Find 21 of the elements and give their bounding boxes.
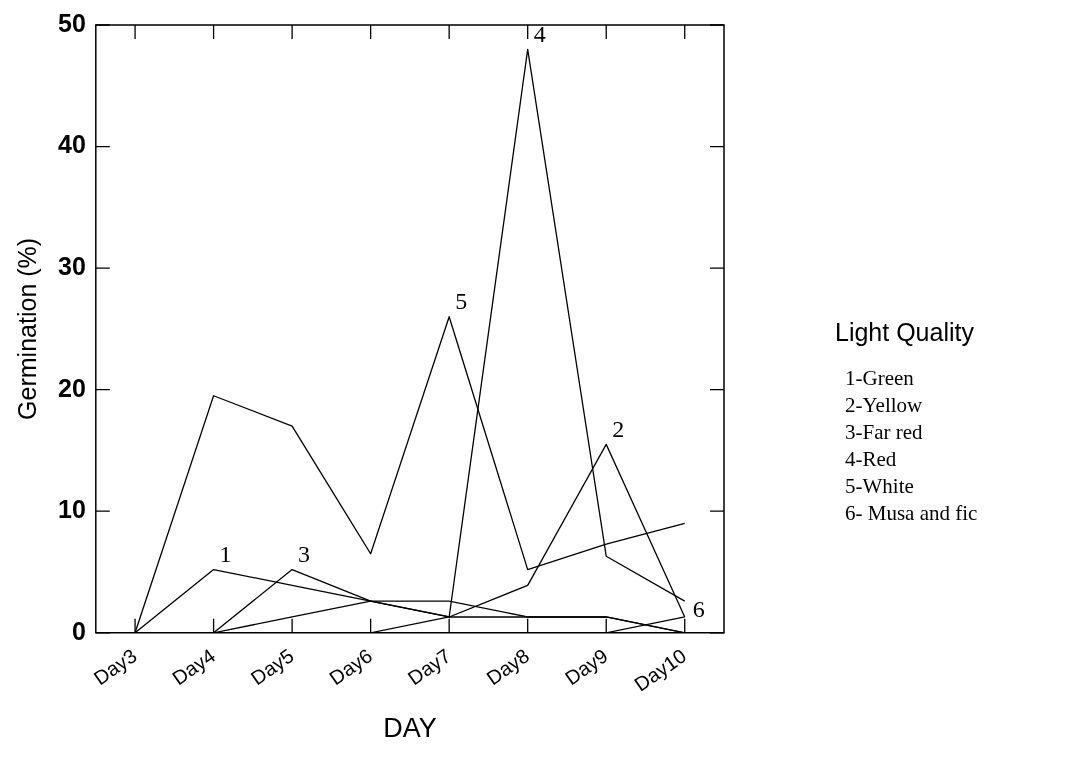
y-tick-label: 30: [58, 252, 86, 280]
x-axis-title: DAY: [383, 713, 437, 744]
series-label: 1: [219, 540, 232, 567]
y-tick-label: 20: [58, 373, 86, 402]
legend-title: Light Quality: [835, 318, 975, 347]
y-tick-label: 0: [71, 616, 86, 645]
text: 5-White: [845, 473, 915, 500]
y-tick-label: 40: [58, 130, 86, 159]
series-label: 3: [298, 540, 311, 567]
series-label: 2: [612, 415, 625, 442]
y-tick-label: 50: [58, 8, 86, 37]
text: 6- Musa and fic: [845, 500, 978, 527]
y-tick-label: 10: [58, 495, 86, 524]
text: 1-Green: [845, 365, 915, 392]
series-label: 5: [455, 288, 468, 315]
y-axis-title: Germination (%): [12, 237, 41, 420]
text: 4-Red: [845, 446, 898, 473]
text: 2-Yellow: [845, 392, 924, 419]
text: 3-Far red: [845, 419, 924, 446]
series-label: 6: [692, 596, 705, 623]
legend-label: 4: [533, 20, 546, 47]
